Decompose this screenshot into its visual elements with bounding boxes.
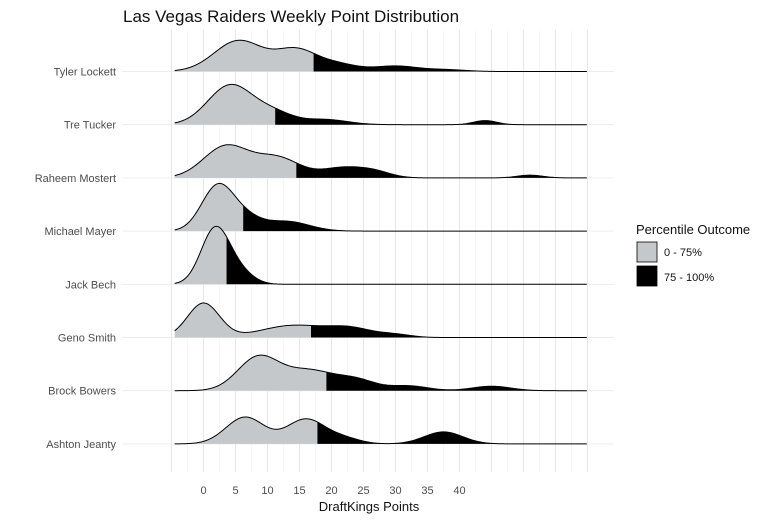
ridge-raheem-mostert [174,144,588,179]
ridge-michael-mayer [174,182,588,232]
x-axis-ticks: 0 5 10 15 20 25 30 35 40 [200,485,465,497]
legend-swatch-high [636,265,658,287]
ridge-outline [174,144,587,179]
ridge-area-low [174,303,312,338]
ridge-jack-bech [174,225,588,285]
ridge-ashton-jeanty [174,416,588,445]
ridge-outline [174,182,587,232]
ridge-area-low [174,40,314,72]
ridge-area-high [296,162,588,178]
ridge-area-low [174,226,227,285]
y-label-ashton-jeanty: Ashton Jeanty [46,439,116,451]
y-label-michael-mayer: Michael Mayer [44,226,116,238]
y-label-brock-bowers: Brock Bowers [48,386,116,398]
ridge-area-low [174,355,327,391]
x-axis-title: DraftKings Points [319,499,420,514]
ridges [174,39,588,445]
grid-lines [122,30,614,472]
x-tick-label: 10 [261,485,273,497]
y-axis-labels: Tyler Lockett Tre Tucker Raheem Mostert Mic… [35,67,117,451]
ridge-tyler-lockett [174,39,588,72]
x-tick-label: 5 [232,485,238,497]
ridge-area-high [226,236,588,285]
y-label-raheem-mostert: Raheem Mostert [35,173,116,185]
ridge-area-low [174,183,244,232]
ridge-area-low [174,84,276,125]
ridge-area-high [317,422,588,444]
ridge-area-high [275,107,588,125]
x-tick-label: 0 [200,485,206,497]
x-tick-label: 30 [389,485,401,497]
ridge-brock-bowers [174,354,588,392]
ridge-outline [174,354,587,392]
y-label-tyler-lockett: Tyler Lockett [54,67,116,79]
y-label-jack-bech: Jack Bech [65,279,116,291]
x-tick-label: 40 [453,485,465,497]
ridge-area-low [174,417,318,444]
x-tick-label: 15 [293,485,305,497]
legend: Percentile Outcome 0 - 75% 75 - 100% [636,222,750,287]
ridge-outline [174,225,587,285]
x-tick-label: 20 [325,485,337,497]
ridge-area-high [243,205,588,232]
ridge-area-high [326,372,588,391]
y-label-geno-smith: Geno Smith [58,333,116,345]
ridge-tre-tucker [174,83,588,126]
legend-swatch-low [636,241,658,263]
y-label-tre-tucker: Tre Tucker [64,120,116,132]
ridge-outline [174,302,587,338]
legend-label-low: 0 - 75% [664,247,702,259]
x-tick-label: 25 [357,485,369,497]
ridge-area-high [313,53,588,72]
ridge-outline [174,416,587,445]
legend-label-high: 75 - 100% [664,272,714,284]
ridge-area-low [174,144,297,178]
x-tick-label: 35 [421,485,433,497]
chart-title: Las Vegas Raiders Weekly Point Distribut… [123,7,459,26]
legend-title: Percentile Outcome [636,222,750,237]
ridge-outline [174,83,587,126]
ridge-outline [174,39,587,72]
ridge-geno-smith [174,302,588,338]
ridge-area-high [311,325,588,338]
